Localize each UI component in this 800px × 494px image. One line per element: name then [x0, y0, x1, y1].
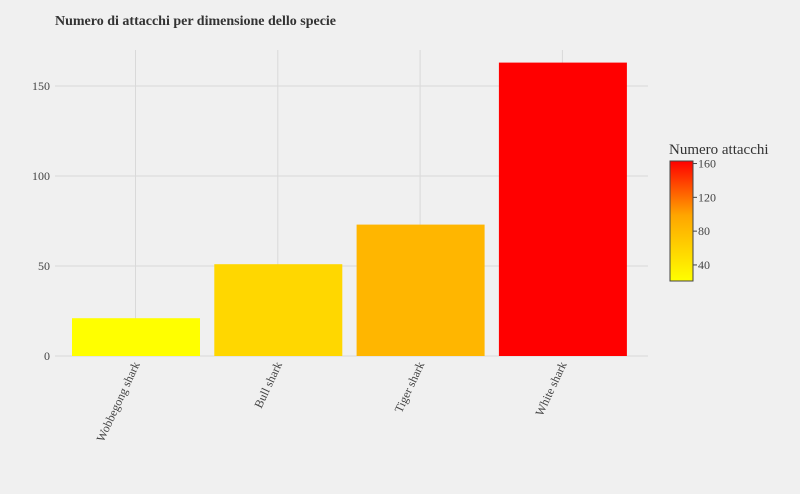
bar — [498, 62, 627, 356]
bars — [72, 62, 627, 356]
x-tick-label: Tiger shark — [392, 359, 428, 414]
chart-title: Numero di attacchi per dimensione dello … — [55, 14, 336, 29]
x-axis: Wobbegong shark Bull shark Tiger shark Whit… — [93, 359, 569, 443]
y-tick-label: 150 — [32, 79, 50, 93]
colorbar-tick-label: 40 — [698, 258, 710, 272]
colorbar-ticks: 40 80 120 160 — [693, 157, 716, 272]
colorbar-tick-label: 120 — [698, 190, 716, 204]
x-tick-label: White shark — [532, 359, 569, 418]
y-tick-label: 50 — [38, 259, 50, 273]
y-tick-label: 100 — [32, 169, 50, 183]
x-tick-label: Wobbegong shark — [93, 359, 142, 443]
colorbar-tick-label: 80 — [698, 224, 710, 238]
y-tick-label: 0 — [44, 349, 50, 363]
colorbar — [669, 160, 694, 282]
colorbar-title: Numero attacchi — [669, 142, 769, 158]
x-tick-label: Bull shark — [251, 359, 285, 410]
y-axis: 0 50 100 150 — [32, 79, 50, 363]
colorbar-legend: Numero attacchi 40 80 120 160 — [669, 142, 769, 282]
bar — [356, 224, 485, 356]
bar — [214, 264, 343, 356]
colorbar-tick-label: 160 — [698, 157, 716, 171]
bar — [72, 318, 200, 356]
